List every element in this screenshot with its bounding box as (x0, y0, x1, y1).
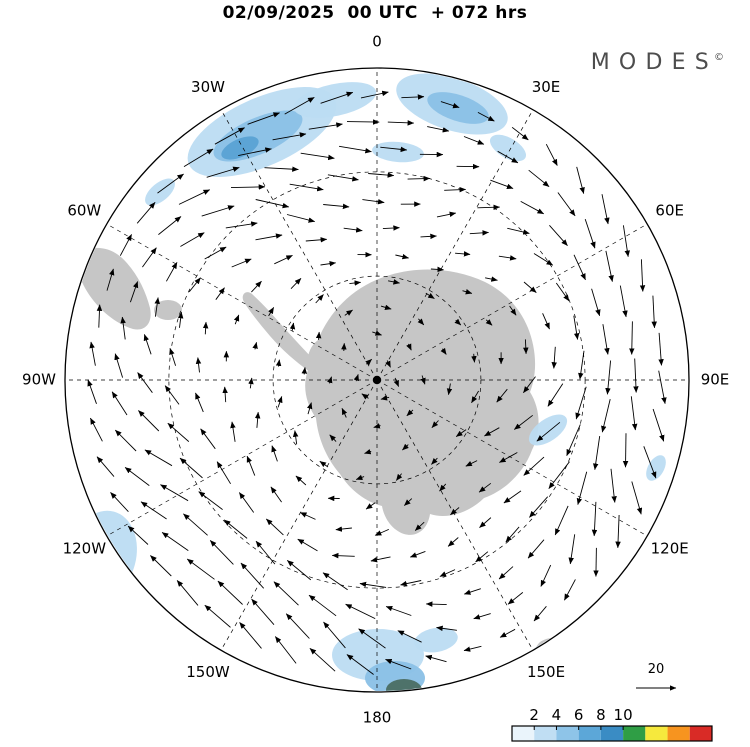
longitude-label: 180 (363, 709, 392, 727)
colorbar-segment (556, 726, 579, 741)
colorbar-segment (667, 726, 690, 741)
colorbar-tick-label: 6 (574, 706, 584, 724)
graticule (65, 68, 689, 692)
colorbar-segment (645, 726, 668, 741)
colorbar-segment (689, 726, 712, 741)
colorbar-segment (623, 726, 646, 741)
longitude-label: 60W (67, 202, 101, 220)
colorbar-tick-label: 10 (614, 706, 633, 724)
pole-dot (372, 375, 382, 385)
longitude-labels: 0 30E 60E 90E 120E 150E 180 150W 120W 90W 60W 30W (22, 33, 729, 727)
colorbar-tick-label: 4 (552, 706, 562, 724)
reference-vector-label: 20 (648, 662, 665, 677)
longitude-label: 150E (527, 663, 565, 681)
longitude-label: 60E (655, 202, 684, 220)
colorbar-segment (534, 726, 557, 741)
modes-logo-text: MODES (590, 50, 718, 75)
colorbar-tick-label: 8 (596, 706, 606, 724)
chart-title: 02/09/2025 00 UTC + 072 hrs (222, 3, 528, 23)
reference-vector: 20 (636, 662, 677, 691)
map-boundary (64, 67, 690, 693)
longitude-label: 30E (532, 78, 561, 96)
longitude-label: 30W (191, 78, 225, 96)
longitude-label: 90E (701, 371, 730, 389)
colorbar-segment (578, 726, 601, 741)
colorbar-tick-label: 2 (529, 706, 539, 724)
colorbar-segment (600, 726, 624, 741)
modes-logo: MODES© (591, 50, 724, 75)
copyright-icon: © (714, 52, 724, 63)
longitude-label: 150W (186, 663, 230, 681)
longitude-label: 90W (22, 371, 56, 389)
wind-vectors (87, 90, 667, 675)
colorbar-segment (512, 726, 535, 741)
colorbar: 2 4 6 8 10 (511, 706, 713, 742)
longitude-label: 0 (372, 33, 382, 51)
longitude-label: 120E (651, 540, 689, 558)
longitude-label: 120W (63, 540, 107, 558)
